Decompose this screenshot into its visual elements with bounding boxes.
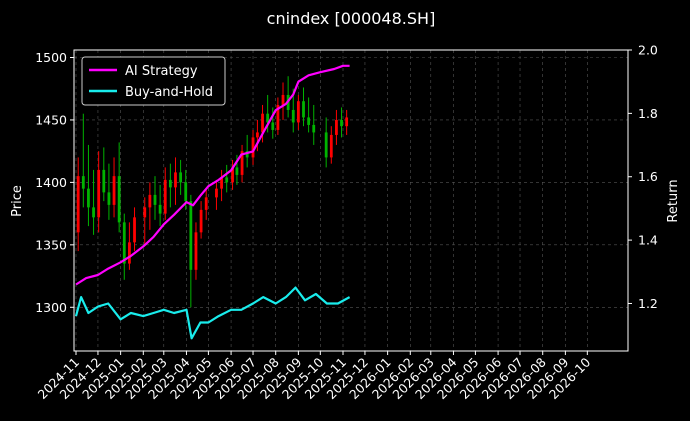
candle-body: [102, 169, 106, 193]
candle-body: [184, 182, 188, 202]
candle-body: [225, 177, 229, 183]
candle-body: [194, 232, 198, 270]
candle-body: [179, 172, 183, 183]
candle-body: [251, 137, 255, 158]
candle-body: [163, 179, 167, 214]
right-tick-label: 1.4: [638, 233, 658, 248]
candle-body: [133, 217, 136, 243]
legend-label-ai-strategy: AI Strategy: [125, 64, 198, 79]
candle-body: [199, 209, 203, 233]
right-y-axis-title: Return: [666, 179, 681, 222]
plot-frame: [73, 49, 629, 352]
candle-body: [340, 119, 343, 127]
candle-body: [235, 167, 239, 175]
left-tick-label: 1300: [35, 300, 67, 315]
candle-body: [204, 197, 208, 210]
candle-body: [266, 113, 270, 123]
candle-body: [245, 151, 249, 158]
candle-body: [158, 204, 162, 214]
candle-body: [143, 207, 147, 218]
left-tick-label: 1400: [35, 175, 67, 190]
candle-body: [291, 109, 295, 123]
candle-body: [76, 176, 80, 233]
left-tick-label: 1500: [35, 50, 67, 65]
right-tick-label: 1.8: [638, 106, 658, 121]
candle-body: [87, 188, 90, 208]
candle-body: [281, 94, 285, 105]
candle-body: [329, 134, 333, 158]
candle-body: [97, 169, 101, 218]
candle-body: [122, 222, 126, 264]
legend-label-buy-and-hold: Buy-and-Hold: [125, 85, 213, 100]
candle-body: [271, 122, 275, 130]
candle-body: [307, 117, 311, 125]
candle-body: [312, 124, 316, 133]
candle-body: [92, 207, 95, 218]
candle-body: [215, 188, 218, 198]
legend-box: [81, 56, 226, 106]
candle-body: [153, 194, 157, 205]
candle-body: [168, 179, 172, 188]
left-y-axis-title: Price: [10, 185, 25, 217]
candle-body: [81, 176, 85, 189]
candle-body: [220, 177, 223, 189]
candle-body: [231, 167, 234, 183]
right-tick-label: 1.6: [638, 169, 658, 184]
candle-body: [112, 176, 116, 205]
left-y-axis: 1300 1350 1400 1450 1500: [35, 50, 74, 315]
candle-body: [117, 176, 121, 223]
candle-body: [256, 132, 259, 138]
candle-body: [324, 132, 328, 158]
candle-body: [174, 172, 177, 188]
candle-body: [148, 194, 152, 208]
candle-body: [335, 119, 338, 135]
right-tick-label: 1.2: [638, 296, 658, 311]
candle-body: [296, 101, 300, 123]
legend: AI Strategy Buy-and-Hold: [81, 56, 226, 106]
left-tick-label: 1450: [35, 112, 67, 127]
right-y-axis: 1.2 1.4 1.6 1.8 2.0: [628, 43, 658, 311]
series-layer: [74, 64, 351, 340]
candle-body: [261, 113, 264, 133]
left-tick-label: 1350: [35, 237, 67, 252]
right-tick-label: 2.0: [638, 43, 658, 58]
candlestick-layer: [76, 76, 349, 308]
candle-body: [107, 192, 111, 205]
series-line-ai-strategy: [75, 64, 350, 286]
candle-body: [276, 104, 280, 130]
candle-body: [128, 242, 131, 264]
candle-body: [189, 201, 193, 270]
series-line-buy-and-hold: [74, 286, 351, 340]
candle-body: [302, 101, 305, 118]
candle-body: [345, 117, 349, 127]
candle-body: [240, 151, 244, 175]
chart-title: cnindex [000048.SH]: [267, 9, 436, 28]
